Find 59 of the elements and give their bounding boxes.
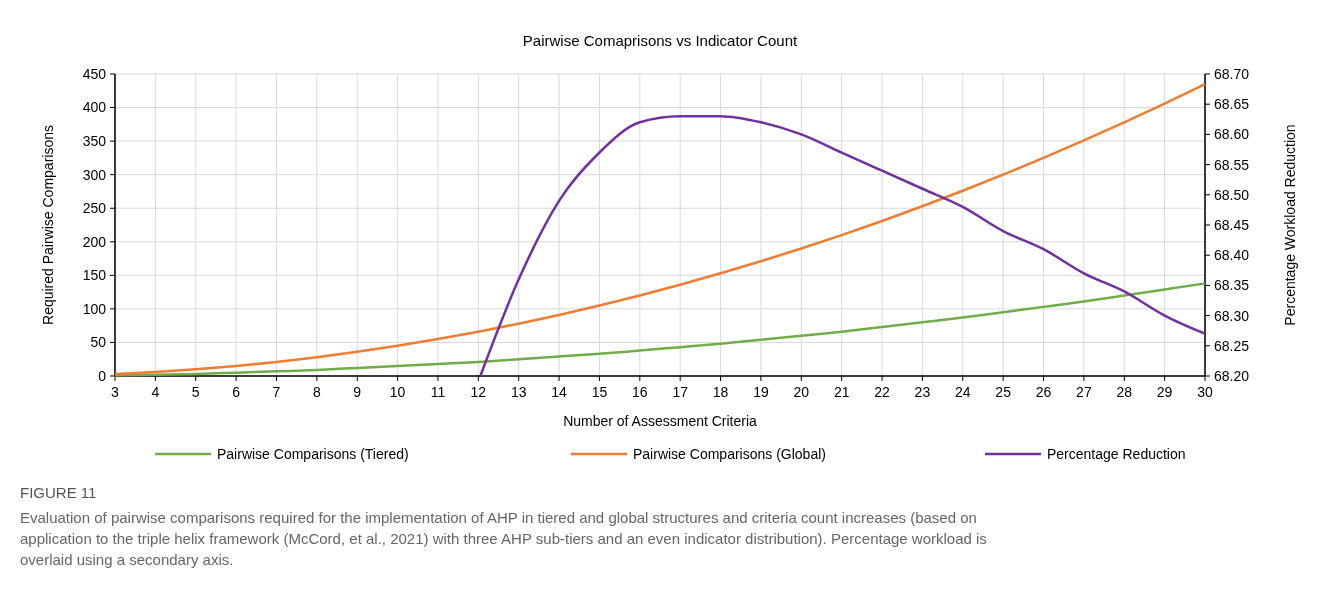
y2-tick-label: 68.50	[1214, 186, 1250, 203]
x-tick-label: 22	[874, 384, 891, 400]
x-tick-label: 18	[712, 384, 729, 400]
y2-tick-label: 68.30	[1214, 307, 1250, 324]
x-tick-label: 28	[1116, 384, 1133, 400]
x-tick-label: 27	[1076, 384, 1092, 400]
chart-title: Pairwise Comaprisons vs Indicator Count	[522, 32, 798, 49]
caption: FIGURE 11	[20, 484, 97, 501]
legend-label: Pairwise Comparisons (Tiered)	[217, 445, 409, 462]
x-tick-label: 12	[470, 384, 487, 400]
y2-axis-title: Percentage Workload Reduction	[1282, 124, 1298, 326]
y-tick-label: 200	[82, 233, 107, 250]
line-series	[479, 115, 1207, 378]
x-tick-label: 15	[591, 384, 608, 400]
legend-label: Pairwise Comparisons (Global)	[633, 445, 826, 462]
y2-tick-label: 68.25	[1214, 337, 1250, 354]
x-tick-label: 17	[672, 384, 689, 400]
y2-tick-label: 68.70	[1214, 65, 1250, 82]
x-tick-label: 6	[232, 384, 241, 400]
x-tick-label: 7	[272, 384, 281, 400]
x-tick-label: 30	[1197, 384, 1213, 400]
x-tick-label: 25	[995, 384, 1012, 400]
y2-tick-label: 68.35	[1214, 277, 1250, 294]
x-tick-label: 23	[914, 384, 931, 400]
x-tick-label: 16	[632, 384, 648, 400]
x-tick-label: 19	[753, 384, 769, 400]
y-tick-label: 0	[98, 367, 107, 384]
y-tick-label: 450	[82, 65, 107, 82]
x-tick-label: 14	[551, 384, 568, 400]
x-tick-label: 4	[151, 384, 160, 400]
x-tick-label: 29	[1156, 384, 1173, 400]
x-tick-label: 10	[389, 384, 406, 400]
y-tick-label: 100	[82, 300, 107, 317]
x-tick-label: 5	[191, 384, 200, 400]
y2-tick-label: 68.20	[1214, 367, 1250, 384]
y2-tick-label: 68.40	[1214, 247, 1250, 264]
x-tick-label: 21	[833, 384, 850, 400]
y-tick-label: 50	[90, 334, 107, 351]
x-tick-label: 26	[1035, 384, 1052, 400]
y2-tick-label: 68.45	[1214, 216, 1250, 233]
x-tick-label: 8	[312, 384, 321, 400]
y-tick-label: 150	[82, 267, 107, 284]
x-tick-label: 24	[954, 384, 971, 400]
y2-tick-label: 68.60	[1214, 126, 1250, 143]
legend-label: Percentage Reduction	[1047, 445, 1186, 462]
x-tick-label: 9	[353, 384, 362, 400]
x-tick-label: 3	[111, 384, 120, 400]
x-tick-label: 11	[430, 384, 446, 400]
y-tick-label: 250	[82, 200, 107, 217]
y-tick-label: 350	[82, 133, 107, 150]
x-tick-label: 13	[510, 384, 527, 400]
y-axis-title: Required Pairwise Comparisons	[40, 125, 56, 325]
x-tick-label: 20	[793, 384, 810, 400]
y2-tick-label: 68.55	[1214, 156, 1250, 173]
text: Evaluation of pairwise comparisons required for the implementation of AHP in tiered and global structures and criteria count increases (based on application to the triple helix framework (McCord, et al., 2021) with three AHP sub-tiers and an even indicator distribution). Percentage workload is overlaid using a secondary axis.	[20, 509, 987, 568]
y2-tick-label: 68.65	[1214, 96, 1250, 113]
y-tick-label: 300	[82, 166, 107, 183]
y-tick-label: 400	[82, 99, 107, 116]
x-axis-title: Number of Assessment Criteria	[563, 413, 758, 429]
